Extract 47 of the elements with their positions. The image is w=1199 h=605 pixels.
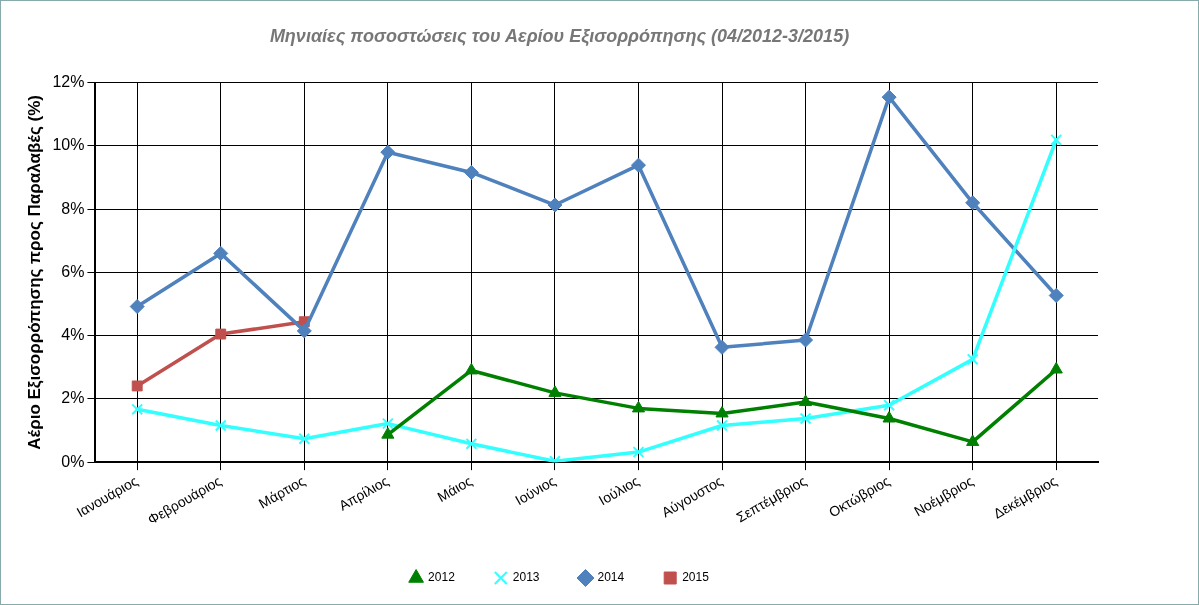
point: [966, 353, 979, 366]
point: [798, 332, 814, 348]
point: [464, 362, 478, 375]
point: [381, 417, 394, 430]
legend-label: 2013: [512, 570, 540, 585]
point: [1048, 287, 1064, 303]
y-tick-label: 4%: [61, 326, 85, 344]
point: [631, 400, 646, 413]
point: [882, 411, 896, 423]
y-tick-label: 12%: [52, 73, 85, 91]
point: [215, 328, 227, 340]
point: [131, 403, 144, 416]
point: [799, 394, 813, 407]
y-tick-label: 8%: [61, 199, 85, 217]
chart-title: Μηνιαίες ποσοστώσεις του Αερίου Εξισορρόπησης (04/2012-3/2015): [269, 25, 850, 47]
y-tick-label: 0%: [61, 452, 85, 470]
point: [380, 144, 396, 160]
y-tick-label: 10%: [52, 136, 85, 154]
point: [714, 339, 730, 355]
point: [966, 434, 980, 446]
y-tick-label: 6%: [61, 262, 85, 280]
point: [298, 432, 311, 445]
point: [381, 427, 395, 439]
legend-label: 2015: [682, 570, 710, 585]
y-tick-label: 2%: [61, 389, 85, 407]
point: [213, 245, 229, 261]
point: [129, 299, 145, 315]
point: [1050, 133, 1063, 146]
legend-label: 2014: [597, 570, 625, 585]
point: [799, 412, 812, 425]
point: [296, 323, 312, 339]
point: [1049, 361, 1063, 374]
point: [630, 157, 646, 173]
point: [883, 399, 896, 412]
point: [463, 164, 479, 180]
y-axis-title: Αέριο Εξισορρόπησης προς Παραλαβές (%): [24, 94, 44, 450]
point: [715, 405, 729, 418]
point: [547, 197, 563, 213]
point: [465, 437, 478, 450]
point: [632, 446, 645, 458]
point: [548, 385, 562, 397]
point: [214, 419, 227, 432]
point: [716, 419, 728, 432]
point: [131, 380, 143, 392]
legend-label: 2012: [428, 570, 456, 585]
point: [965, 195, 981, 211]
point: [881, 89, 897, 105]
